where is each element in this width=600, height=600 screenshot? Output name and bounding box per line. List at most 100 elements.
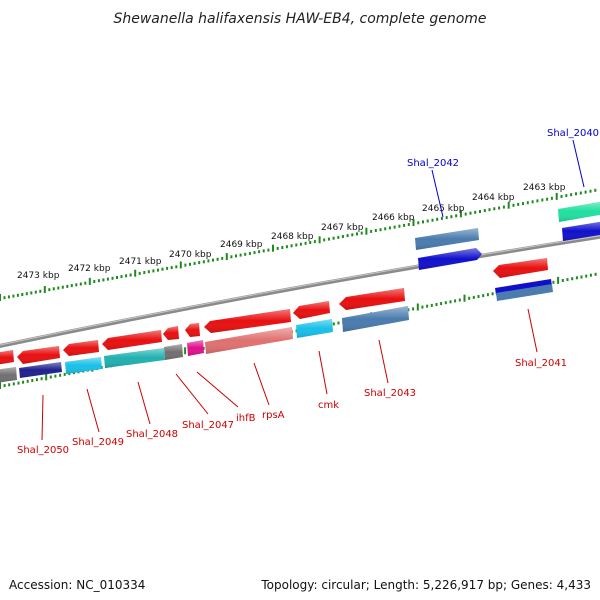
scale-tick [35,378,38,382]
scale-tick [8,383,11,387]
gene-shal-2042-overlay [415,228,479,250]
scale-tick [285,245,288,249]
scale-tick [546,197,549,201]
scale-tick [507,201,510,209]
scale-tick [417,221,420,225]
scale-tick [157,268,159,272]
scale-tick [552,280,555,284]
scale-tick [589,273,592,277]
gene-label-rpsa[interactable]: rpsA [262,410,285,421]
gene-label-shal-2041[interactable]: Shal_2041 [515,358,567,369]
scale-tick [332,322,335,326]
scale-tick [161,267,164,271]
scale-label: 2465 kbp [422,204,465,214]
scale-tick [449,300,452,304]
leader-shal-2042 [431,169,444,218]
scale-tick [70,284,73,288]
scale-tick [198,261,201,265]
scale-tick [407,308,410,312]
scale-tick [244,252,247,256]
scale-tick [134,269,137,277]
gene-rpsa-pink-overlay [205,327,293,354]
gene-shal-2048-teal-overlay [104,348,165,368]
scale-label: 2466 kbp [372,213,415,223]
gene-label-shal-2049[interactable]: Shal_2049 [72,437,124,448]
scale-tick [403,223,406,227]
scale-tick [412,219,415,227]
scale-tick [21,293,24,296]
scale-tick [566,278,569,282]
scale-tick [202,260,205,264]
scale-tick [230,255,233,259]
gene-shal-2041-steel[interactable] [496,284,553,301]
scale-label: 2464 kbp [472,193,515,203]
leader-shal-2040 [572,139,585,188]
gene-rpsa-red-overlay [204,309,291,333]
gene-shal-2047-gray-overlay [164,344,183,360]
scale-tick [477,295,480,298]
scale-tick [63,372,66,376]
gene-label-ihfb[interactable]: ihfB [236,413,256,424]
scale-tick [388,226,391,230]
gene-shal-2049-red-overlay [63,340,99,356]
scale-tick [61,285,64,289]
gene-label-shal-2047[interactable]: Shal_2047 [182,420,234,431]
scale-tick [440,302,443,306]
scale-tick [7,295,10,299]
gene-label-shal-2048[interactable]: Shal_2048 [126,429,178,440]
scale-tick [39,289,42,293]
genome-backbone [0,234,600,348]
scale-tick [138,271,141,275]
gene-label-shal-2043[interactable]: Shal_2043 [364,388,416,399]
scale-tick [337,235,340,239]
scale-tick [479,210,481,213]
scale-tick [493,207,496,211]
leader-shal-2043 [378,339,389,384]
scale-tick [522,202,524,206]
scale-tick [356,232,358,236]
gene-blue-right-overlay [562,221,600,241]
scale-tick [491,292,494,296]
scale-tick [3,384,6,388]
gene-ihfb-red-overlay [185,323,200,337]
scale-tick [488,208,491,212]
scale-tick [111,276,114,280]
scale-tick [444,301,447,305]
scale-tick [216,257,219,261]
gene-label-cmk[interactable]: cmk [318,400,339,411]
scale-tick [450,215,453,219]
scale-tick [455,214,458,218]
scale-tick [526,201,529,205]
gene-label-shal-2050[interactable]: Shal_2050 [17,445,69,456]
scale-tick [426,219,429,223]
scale-tick [12,382,15,386]
scale-tick [541,198,544,202]
scale-tick [57,286,60,290]
scale-tick [440,216,443,220]
scale-tick [129,273,132,277]
scale-label: 2468 kbp [271,232,314,242]
scale-tick [22,380,25,384]
gene-label-shal-2042[interactable]: Shal_2042 [407,158,459,169]
scale-tick [421,305,424,309]
scale-tick [3,296,6,300]
scale-label: 2463 kbp [523,183,566,193]
scale-tick [512,203,515,207]
accession-text: Accession: NC_010334 [9,578,146,592]
scale-tick [561,279,564,282]
leader-rpsa [253,362,270,406]
leader-shal-2049 [86,388,100,433]
scale-tick [84,281,87,285]
scale-tick [571,277,574,281]
scale-tick [276,246,279,250]
scale-tick [398,224,401,228]
gene-label-shal-2040[interactable]: Shal_2040 [547,128,599,139]
scale-tick [295,243,298,247]
scale-tick [472,295,475,299]
scale-tick [75,283,78,287]
scale-tick [430,303,433,307]
scale-tick [106,277,109,281]
scale-tick [34,290,37,294]
forward-strand-genes [415,201,600,270]
